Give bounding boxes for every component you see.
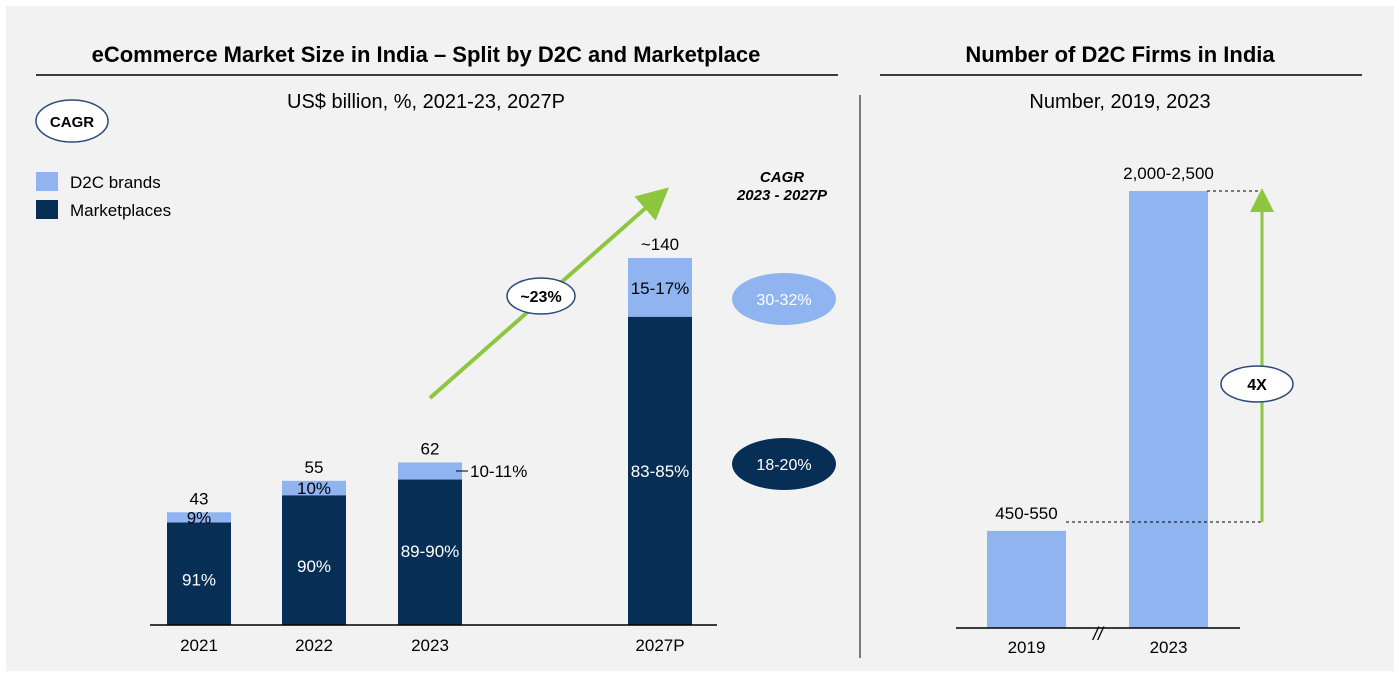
growth-badge <box>1220 365 1294 403</box>
bar-d2c-2022 <box>282 480 346 496</box>
x-tick-2023: 2023 <box>1150 638 1188 657</box>
d2c-cagr-ellipse <box>732 273 836 325</box>
right-chart-title: Number of D2C Firms in India <box>965 42 1275 67</box>
share-label-d2c-2023: 10-11% <box>470 462 527 481</box>
bar-marketplaces-2023 <box>398 479 462 625</box>
right-chart-bars: 450-550 2019 2,000-2,500 2023 <box>987 164 1214 657</box>
share-label-marketplaces-2027P: 83-85% <box>631 462 690 481</box>
x-tick-2023: 2023 <box>411 636 449 655</box>
total-label-2027P: ~140 <box>641 235 679 254</box>
share-label-d2c-2027P: 15-17% <box>631 279 690 298</box>
share-label-marketplaces-2023: 89-90% <box>401 542 460 561</box>
marketplaces-cagr-label: 18-20% <box>756 457 811 474</box>
left-chart-subtitle: US$ billion, %, 2021-23, 2027P <box>287 91 565 113</box>
bar-marketplaces-2021 <box>167 522 231 625</box>
bar-2023 <box>1129 191 1208 628</box>
x-tick-2022: 2022 <box>295 636 333 655</box>
growth-label: 4X <box>1247 377 1267 394</box>
d2c-cagr-label: 30-32% <box>756 292 811 309</box>
total-label-2022: 55 <box>305 458 324 477</box>
cagr-header-line1: CAGR <box>760 169 804 186</box>
cagr-badge-label: CAGR <box>50 114 94 131</box>
legend-label-marketplaces: Marketplaces <box>70 201 171 220</box>
right-chart-subtitle: Number, 2019, 2023 <box>1029 91 1210 113</box>
axis-break-mark: // <box>1091 624 1105 644</box>
cagr-header-line2: 2023 - 2027P <box>736 187 828 204</box>
bar-d2c-2027P <box>628 258 692 317</box>
value-label-2019: 450-550 <box>995 504 1057 523</box>
bar-d2c-2023 <box>398 462 462 480</box>
total-label-2023: 62 <box>421 439 440 458</box>
bar-marketplaces-2027P <box>628 316 692 625</box>
bar-d2c-2021 <box>167 512 231 523</box>
x-tick-2021: 2021 <box>180 636 218 655</box>
x-tick-2027P: 2027P <box>635 636 684 655</box>
share-label-marketplaces-2022: 90% <box>297 557 331 576</box>
marketplaces-cagr-ellipse <box>732 438 836 490</box>
left-chart-bars: 439% 91% 2021 55 10% 90% 2022 62 10-11% 89-90% 202… <box>167 235 692 655</box>
overall-cagr-badge <box>506 277 576 315</box>
share-label-d2c-2021: 9% <box>187 508 212 527</box>
share-label-marketplaces-2021: 91% <box>182 571 216 590</box>
value-label-2023: 2,000-2,500 <box>1123 164 1214 183</box>
overall-cagr-label: ~23% <box>520 289 561 306</box>
bar-2019 <box>987 530 1066 628</box>
share-label-d2c-2022: 10% <box>297 479 331 498</box>
total-label-2021: 43 <box>190 489 209 508</box>
legend-swatch-d2c <box>36 172 58 191</box>
legend-label-d2c: D2C brands <box>70 173 161 192</box>
bar-marketplaces-2022 <box>282 495 346 625</box>
x-tick-2019: 2019 <box>1008 638 1046 657</box>
left-chart-title: eCommerce Market Size in India – Split b… <box>92 42 761 67</box>
legend-swatch-marketplaces <box>36 200 58 219</box>
cagr-badge <box>35 99 109 143</box>
